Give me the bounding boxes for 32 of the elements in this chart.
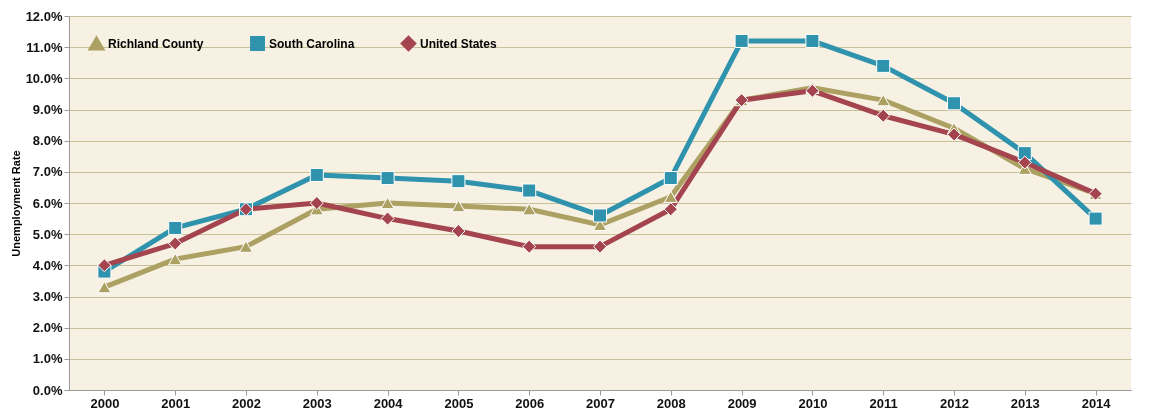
y-tick-label: 7.0% — [32, 164, 63, 180]
y-tick-label: 9.0% — [32, 102, 63, 117]
legend-label: Richland County — [108, 36, 204, 51]
y-tick-label: 10.0% — [25, 70, 63, 86]
x-tick-label: 2009 — [727, 395, 757, 411]
y-tick-label: 4.0% — [32, 257, 63, 273]
y-tick-label: 11.0% — [26, 39, 63, 55]
legend-label: United States — [420, 36, 498, 51]
y-tick-label: 1.0% — [32, 351, 63, 367]
x-tick-label: 2010 — [798, 395, 828, 411]
y-tick-label: 6.0% — [32, 195, 63, 211]
y-tick-label: 8.0% — [32, 133, 63, 149]
x-tick-label: 2002 — [232, 395, 261, 411]
x-tick-label: 2005 — [444, 395, 474, 411]
x-tick-label: 2001 — [161, 395, 191, 411]
y-tick-label: 3.0% — [32, 289, 63, 304]
x-tick-label: 2012 — [940, 395, 969, 411]
x-tick-label: 2000 — [90, 395, 120, 411]
x-tick-label: 2008 — [656, 395, 686, 411]
y-tick-label: 2.0% — [32, 320, 63, 336]
y-tick-label: 0.0% — [32, 382, 63, 398]
legend-label: South Carolina — [269, 36, 355, 51]
x-tick-label: 2003 — [302, 395, 332, 411]
x-tick-label: 2006 — [515, 395, 545, 411]
x-tick-label: 2013 — [1010, 395, 1040, 411]
x-tick-label: 2014 — [1081, 395, 1112, 411]
y-tick-label: 12.0% — [25, 8, 63, 24]
y-tick-label: 5.0% — [32, 226, 63, 242]
x-tick-label: 2004 — [373, 395, 404, 411]
y-axis-title: Unemployment Rate — [9, 150, 22, 257]
x-tick-label: 2007 — [586, 395, 615, 411]
x-tick-label: 2011 — [869, 395, 898, 411]
